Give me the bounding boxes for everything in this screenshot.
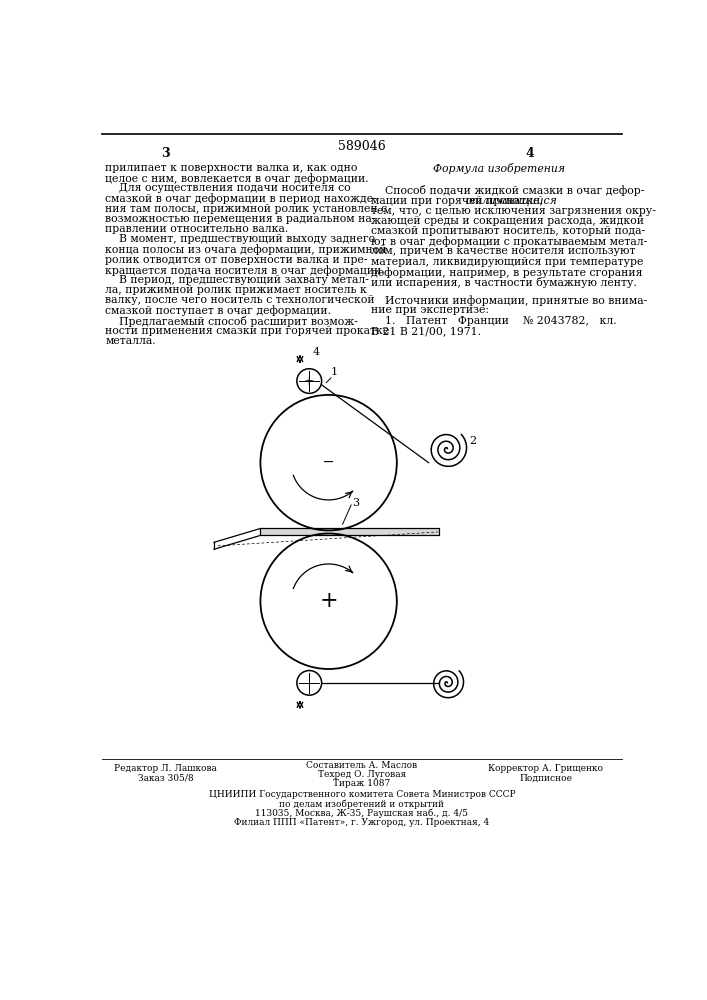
Text: 1.   Патент   Франции    № 2043782,   кл.: 1. Патент Франции № 2043782, кл. (371, 316, 617, 326)
Text: 3: 3 (162, 147, 170, 160)
Text: Для осуществления подачи носителя со: Для осуществления подачи носителя со (105, 183, 351, 193)
Text: или испарения, в частности бумажную ленту.: или испарения, в частности бумажную лент… (371, 277, 637, 288)
Bar (260, 528, 440, 535)
Text: деформации, например, в результате сгорания: деформации, например, в результате сгора… (371, 267, 643, 278)
Text: прилипает к поверхности валка и, как одно: прилипает к поверхности валка и, как одн… (105, 163, 358, 173)
Text: В период, предшествующий захвату метал-: В период, предшествующий захвату метал- (105, 275, 369, 285)
Text: ла, прижимной ролик прижимает носитель к: ла, прижимной ролик прижимает носитель к (105, 285, 368, 295)
Text: ЦНИИПИ Государственного комитета Совета Министров СССР: ЦНИИПИ Государственного комитета Совета … (209, 790, 515, 799)
Text: Формула изобретения: Формула изобретения (433, 163, 565, 174)
Text: Редактор Л. Лашкова: Редактор Л. Лашкова (115, 764, 217, 773)
Text: 4: 4 (313, 347, 320, 357)
Text: целое с ним, вовлекается в очаг деформации.: целое с ним, вовлекается в очаг деформац… (105, 173, 369, 184)
Text: –: – (323, 452, 334, 474)
Text: кращается подача носителя в очаг деформации.: кращается подача носителя в очаг деформа… (105, 265, 385, 276)
Text: ние при экспертизе:: ние при экспертизе: (371, 305, 489, 315)
Text: Техред О. Луговая: Техред О. Луговая (318, 770, 406, 779)
Text: валку, после чего носитель с технологической: валку, после чего носитель с технологиче… (105, 295, 375, 305)
Text: по делам изобретений и открытий: по делам изобретений и открытий (279, 799, 445, 809)
Text: Тираж 1087: Тираж 1087 (333, 779, 390, 788)
Text: мации при горячей прокатке,: мации при горячей прокатке, (371, 196, 547, 206)
Text: возможностью перемещения в радиальном на-: возможностью перемещения в радиальном на… (105, 214, 376, 224)
Text: материал, ликвидирующийся при температуре: материал, ликвидирующийся при температур… (371, 257, 643, 267)
Text: ют в очаг деформации с прокатываемым метал-: ют в очаг деформации с прокатываемым мет… (371, 236, 648, 247)
Text: тем, что, с целью исключения загрязнения окру-: тем, что, с целью исключения загрязнения… (371, 206, 656, 216)
Text: отличающийся: отличающийся (466, 196, 558, 206)
Text: 1: 1 (331, 367, 338, 377)
Text: Источники информации, принятые во внима-: Источники информации, принятые во внима- (371, 295, 648, 306)
Text: ролик отводится от поверхности валка и пре-: ролик отводится от поверхности валка и п… (105, 255, 368, 265)
Text: правлении относительно валка.: правлении относительно валка. (105, 224, 288, 234)
Text: Филиал ППП «Патент», г. Ужгород, ул. Проектная, 4: Филиал ППП «Патент», г. Ужгород, ул. Про… (234, 818, 489, 827)
Text: Составитель А. Маслов: Составитель А. Маслов (306, 761, 418, 770)
Text: лом, причем в качестве носителя используют: лом, причем в качестве носителя использу… (371, 246, 636, 256)
Text: смазкой поступает в очаг деформации.: смазкой поступает в очаг деформации. (105, 305, 332, 316)
Text: 113035, Москва, Ж-35, Раушская наб., д. 4/5: 113035, Москва, Ж-35, Раушская наб., д. … (255, 808, 469, 818)
Text: Предлагаемый способ расширит возмож-: Предлагаемый способ расширит возмож- (105, 316, 358, 327)
Text: +: + (304, 375, 315, 388)
Text: конца полосы из очага деформации, прижимной: конца полосы из очага деформации, прижим… (105, 244, 387, 255)
Text: ности применения смазки при горячей прокатке: ности применения смазки при горячей прок… (105, 326, 390, 336)
Text: Корректор А. Грищенко: Корректор А. Грищенко (488, 764, 603, 773)
Text: смазкой пропитывают носитель, который пода-: смазкой пропитывают носитель, который по… (371, 226, 645, 236)
Text: жающей среды и сокращения расхода, жидкой: жающей среды и сокращения расхода, жидко… (371, 216, 644, 226)
Text: В 21 В 21/00, 1971.: В 21 В 21/00, 1971. (371, 326, 481, 336)
Text: 589046: 589046 (338, 140, 386, 153)
Text: металла.: металла. (105, 336, 156, 346)
Text: ния там полосы, прижимной ролик установлен с: ния там полосы, прижимной ролик установл… (105, 204, 387, 214)
Text: Подписное: Подписное (519, 774, 572, 783)
Text: В момент, предшествующий выходу заднего: В момент, предшествующий выходу заднего (105, 234, 375, 244)
Text: 2: 2 (469, 436, 476, 446)
Text: Способ подачи жидкой смазки в очаг дефор-: Способ подачи жидкой смазки в очаг дефор… (371, 185, 645, 196)
Text: Заказ 305/8: Заказ 305/8 (138, 774, 194, 783)
Text: 4: 4 (526, 147, 534, 160)
Text: смазкой в очаг деформации в период нахожде-: смазкой в очаг деформации в период нахож… (105, 194, 377, 204)
Text: +: + (320, 590, 338, 612)
Text: 3: 3 (352, 498, 359, 508)
